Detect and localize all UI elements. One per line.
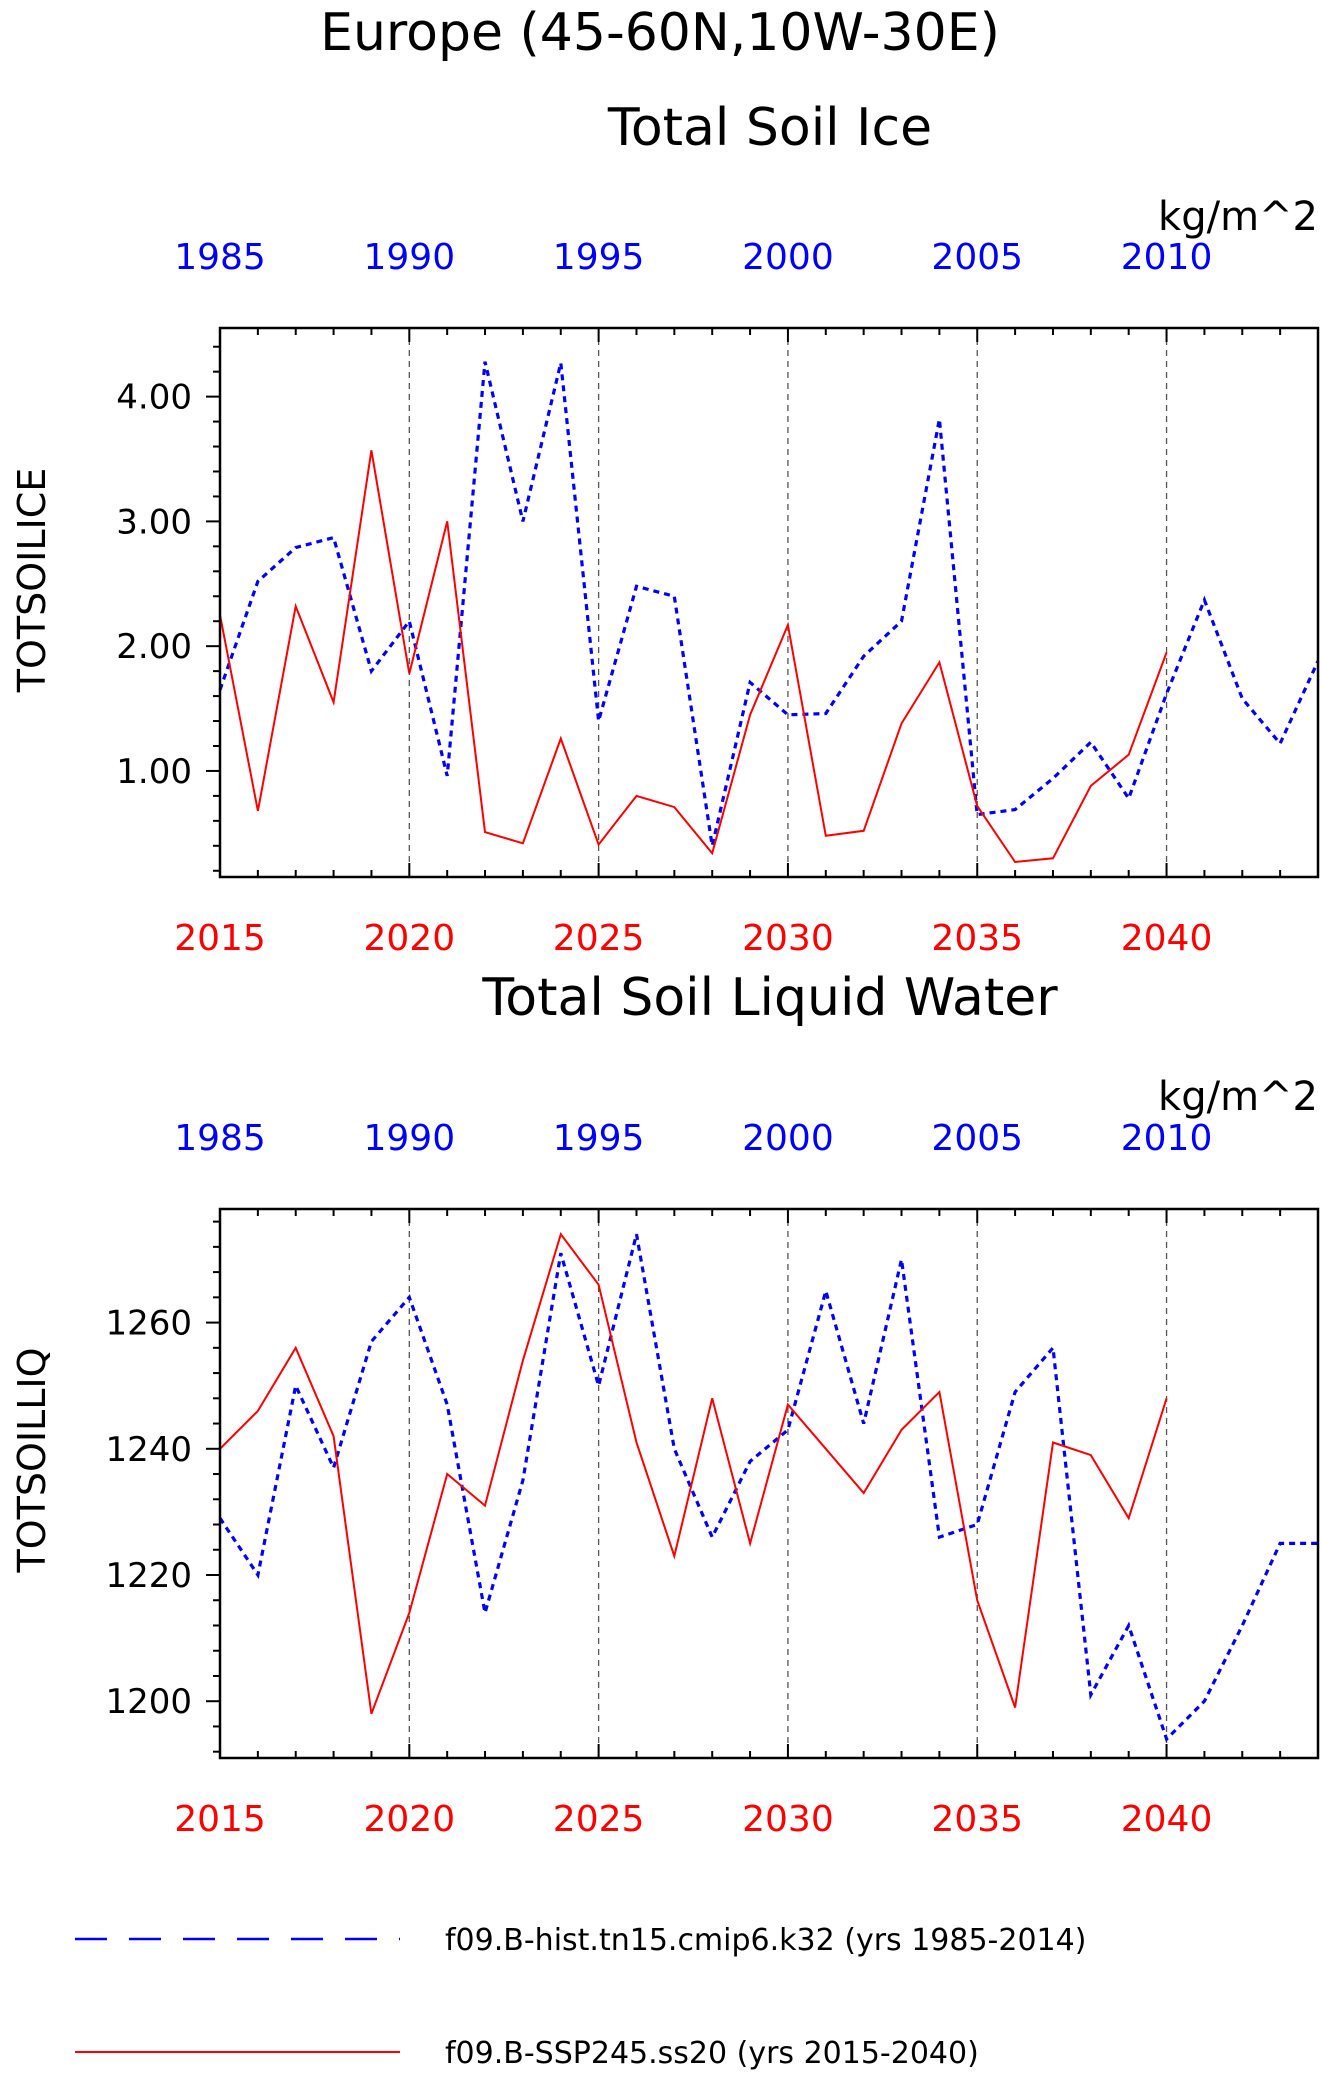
soil-liquid-xtick-label-bottom: 2035 [931,1799,1023,1840]
soil-liquid-ylabel: TOTSOILLIQ [10,1347,54,1573]
soil-liquid-plot-frame [218,1207,1320,1760]
soil-ice-xtick-label-bottom: 2040 [1121,918,1213,959]
soil-ice-xtick-label-bottom: 2035 [931,918,1023,959]
soil-ice-ytick-label: 4.00 [116,378,192,418]
soil-ice-ytick-label: 2.00 [116,627,192,667]
soil-ice-xtick-label-top: 2010 [1121,237,1213,278]
soil-ice-units: kg/m^2 [1158,194,1318,240]
soil-ice-plot-frame [218,326,1320,879]
soil-liquid-xtick-label-top: 2005 [931,1118,1023,1159]
soil-liquid-xtick-label-top: 1995 [553,1118,645,1159]
soil-ice-ytick-label: 3.00 [116,502,192,542]
soil-liquid-units: kg/m^2 [1158,1074,1318,1120]
soil-liquid-panel: Total Soil Liquid Water kg/m^2 TOTSOILLI… [10,968,1320,1840]
soil-liquid-hist-series-line [218,1233,1318,1743]
soil-liquid-ytick-label: 1240 [105,1430,192,1470]
soil-liquid-xtick-label-bottom: 2030 [742,1799,834,1840]
legend-label-ssp: f09.B-SSP245.ss20 (yrs 2015-2040) [445,2036,979,2071]
soil-ice-ylabel: TOTSOILICE [10,468,54,694]
soil-liquid-xtick-label-bottom: 2025 [553,1799,645,1840]
legend-label-hist: f09.B-hist.tn15.cmip6.k32 (yrs 1985-2014… [445,1923,1086,1958]
soil-ice-xtick-label-bottom: 2025 [553,918,645,959]
soil-ice-xtick-label-top: 1990 [363,237,455,278]
soil-liquid-xtick-label-bottom: 2020 [363,1799,455,1840]
soil-liquid-xtick-label-top: 1990 [363,1118,455,1159]
soil-liquid-title: Total Soil Liquid Water [481,968,1058,1028]
figure-title: Europe (45-60N,10W-30E) [320,3,1000,63]
soil-liquid-ssp-series-line [219,1232,1168,1715]
soil-liquid-ytick-label: 1200 [105,1682,192,1722]
soil-ice-ssp-series-line [219,450,1168,864]
soil-ice-xtick-label-bottom: 2020 [363,918,455,959]
soil-liquid-xtick-label-top: 1985 [174,1118,266,1159]
soil-ice-ytick-label: 1.00 [116,752,192,792]
soil-ice-xtick-label-bottom: 2015 [174,918,266,959]
soil-ice-hist-series-line [218,361,1320,847]
soil-liquid-ytick-label: 1260 [105,1304,192,1344]
soil-liquid-xtick-label-top: 2010 [1121,1118,1213,1159]
soil-ice-xtick-label-top: 1995 [553,237,645,278]
soil-ice-xtick-label-top: 2000 [742,237,834,278]
soil-ice-xtick-label-top: 2005 [931,237,1023,278]
legend: f09.B-hist.tn15.cmip6.k32 (yrs 1985-2014… [75,1923,1086,2071]
soil-ice-title: Total Soil Ice [607,98,932,158]
soil-liquid-xtick-label-top: 2000 [742,1118,834,1159]
soil-liquid-ytick-label: 1220 [105,1556,192,1596]
soil-ice-panel: Total Soil Ice kg/m^2 TOTSOILICE 1.00 2.0… [10,98,1320,959]
soil-ice-xtick-label-bottom: 2030 [742,918,834,959]
soil-liquid-xtick-label-bottom: 2040 [1121,1799,1213,1840]
soil-ice-xtick-label-top: 1985 [174,237,266,278]
soil-liquid-xtick-label-bottom: 2015 [174,1799,266,1840]
